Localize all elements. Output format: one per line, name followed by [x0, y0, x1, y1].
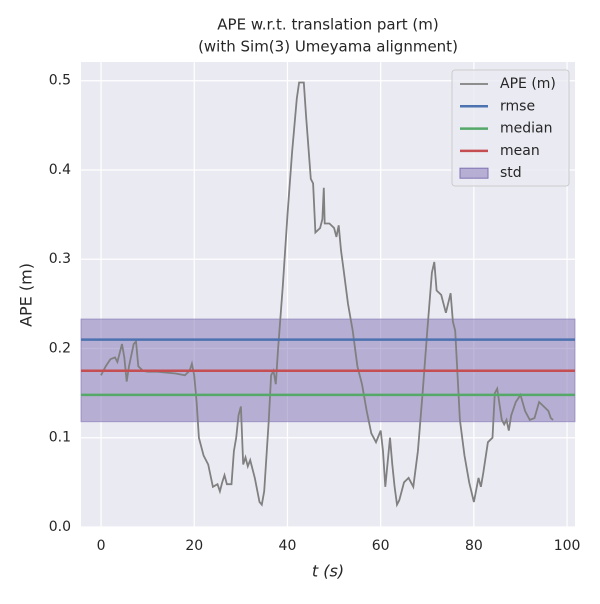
x-axis-label: t (s)	[312, 562, 344, 581]
y-tick-label: 0.5	[49, 73, 71, 89]
x-tick-label: 60	[372, 538, 390, 554]
x-tick-label: 100	[554, 538, 581, 554]
marks	[80, 81, 576, 508]
x-tick-label: 40	[279, 538, 297, 554]
chart-title: APE w.r.t. translation part (m)	[217, 16, 438, 34]
legend: APE (m) rmse median mean std	[451, 69, 570, 187]
y-tick-label: 0.4	[49, 162, 71, 178]
legend-label: mean	[500, 143, 540, 159]
legend-label: APE (m)	[500, 76, 556, 92]
y-tick-label: 0.0	[49, 519, 71, 535]
y-tick-label: 0.1	[49, 430, 71, 446]
chart-subtitle: (with Sim(3) Umeyama alignment)	[198, 38, 458, 56]
legend-label: median	[500, 121, 552, 137]
y-tick-label: 0.2	[49, 340, 71, 356]
y-tick-label: 0.3	[49, 251, 71, 267]
x-tick-label: 20	[185, 538, 203, 554]
x-tick-label: 80	[465, 538, 483, 554]
legend-label: std	[500, 165, 522, 181]
legend-label: rmse	[500, 98, 535, 114]
legend-swatch	[459, 167, 489, 179]
x-tick-label: 0	[97, 538, 106, 554]
y-axis-label: APE (m)	[17, 263, 36, 327]
legend-box	[451, 69, 570, 187]
